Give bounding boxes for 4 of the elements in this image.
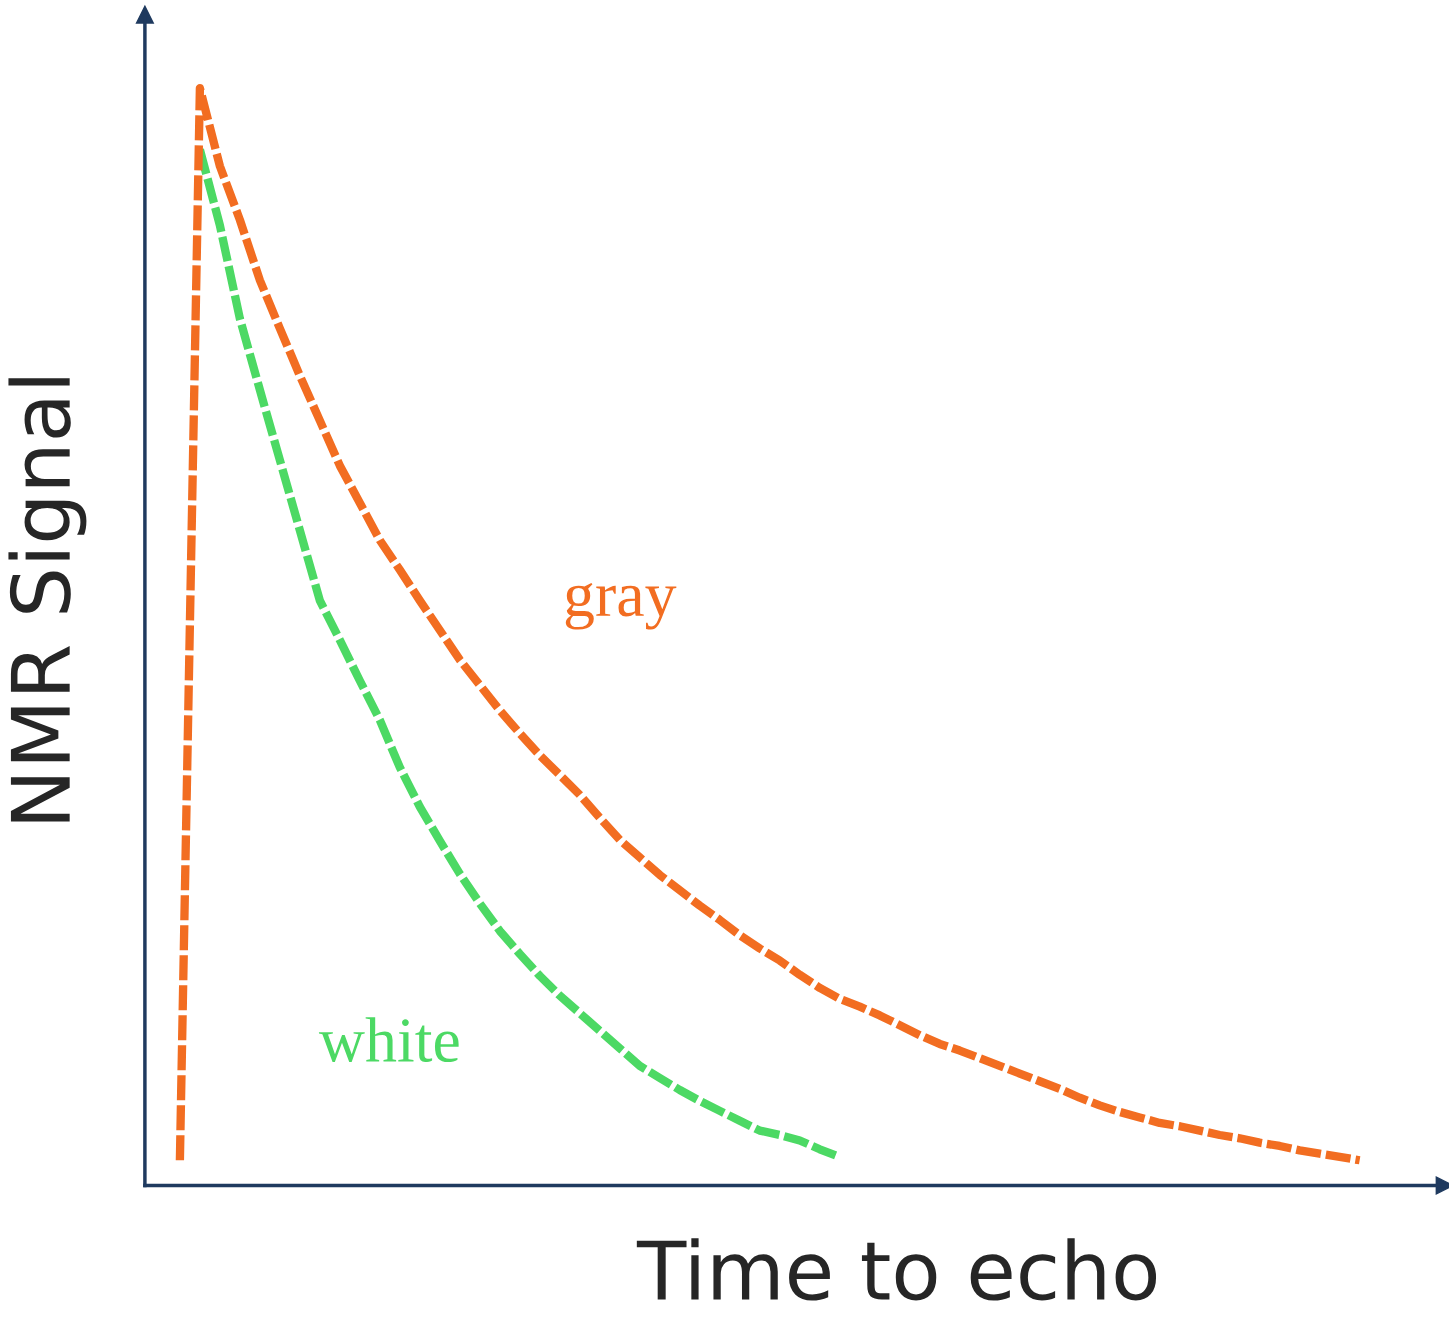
series-label: white [318, 1017, 459, 1063]
x-axis-title: Time to echo [636, 1238, 1157, 1301]
series-label: gray [565, 583, 677, 630]
y-axis-title: NMR Signal [8, 378, 87, 822]
